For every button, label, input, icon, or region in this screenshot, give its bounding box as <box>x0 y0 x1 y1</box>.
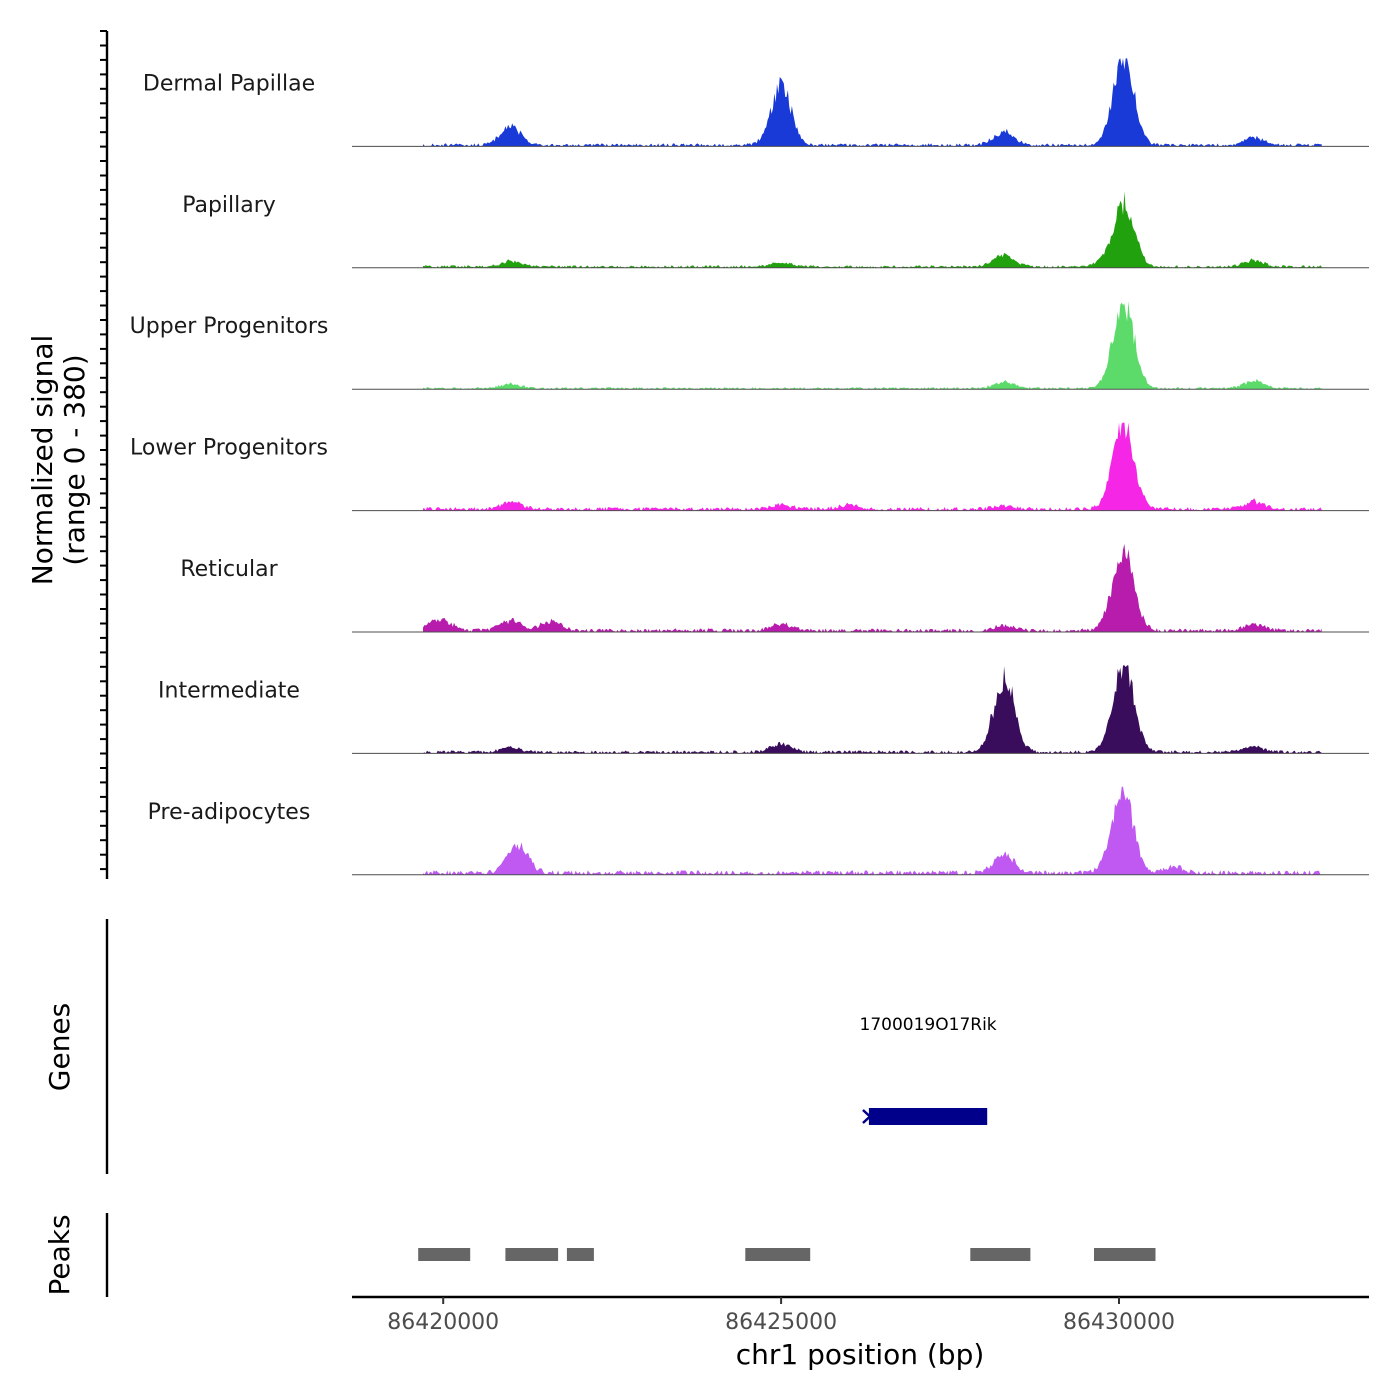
y-axis-title-line-1: Normalized signal <box>26 335 59 586</box>
x-tick-label: 86420000 <box>387 1310 499 1335</box>
peak-region <box>566 1248 594 1261</box>
peak-track <box>418 1248 1156 1261</box>
x-axis-title: chr1 position (bp) <box>736 1338 985 1371</box>
y-axis-title: Normalized signal (range 0 - 380) <box>26 335 91 586</box>
peaks-section-label: Peaks <box>43 1214 76 1295</box>
track-intermediate: Intermediate <box>158 665 1369 754</box>
track-label: Lower Progenitors <box>130 436 328 461</box>
track-label: Upper Progenitors <box>130 314 329 339</box>
track-label: Reticular <box>180 557 278 582</box>
peak-region <box>418 1248 471 1261</box>
peak-region <box>505 1248 559 1261</box>
track-upper-progenitors: Upper Progenitors <box>130 301 1369 390</box>
track-label: Papillary <box>182 193 276 218</box>
peak-region <box>970 1248 1031 1261</box>
y-axis-title-line-2: (range 0 - 380) <box>58 354 91 565</box>
gene-label: 1700019O17Rik <box>860 1015 997 1035</box>
peak-region <box>745 1248 811 1261</box>
x-tick-label: 86425000 <box>725 1310 837 1335</box>
signal-area <box>423 58 1322 147</box>
track-label: Pre-adipocytes <box>148 800 311 825</box>
peak-region <box>1094 1248 1156 1261</box>
x-axis-ticks: 86420000 86425000 86430000 <box>387 1297 1175 1335</box>
gene-strand-arrow <box>862 1109 872 1124</box>
gene-track: 1700019O17Rik <box>860 1015 997 1125</box>
signal-area <box>423 786 1322 875</box>
genes-section-label: Genes <box>43 1003 76 1091</box>
gene-body <box>868 1108 988 1125</box>
signal-tracks: Dermal Papillae Papillary Upper Progenitor… <box>130 58 1369 876</box>
track-label: Dermal Papillae <box>143 71 315 96</box>
x-tick-label: 86430000 <box>1063 1310 1175 1335</box>
track-reticular: Reticular <box>180 544 1369 633</box>
gene-1700019o17rik: 1700019O17Rik <box>860 1015 997 1125</box>
track-dermal-papillae: Dermal Papillae <box>143 58 1369 147</box>
track-lower-progenitors: Lower Progenitors <box>130 422 1369 512</box>
signal-y-ticks <box>100 30 107 871</box>
track-papillary: Papillary <box>182 191 1369 269</box>
track-label: Intermediate <box>158 678 300 703</box>
track-pre-adipocytes: Pre-adipocytes <box>148 786 1369 876</box>
signal-area <box>423 422 1322 511</box>
signal-area <box>423 544 1322 632</box>
